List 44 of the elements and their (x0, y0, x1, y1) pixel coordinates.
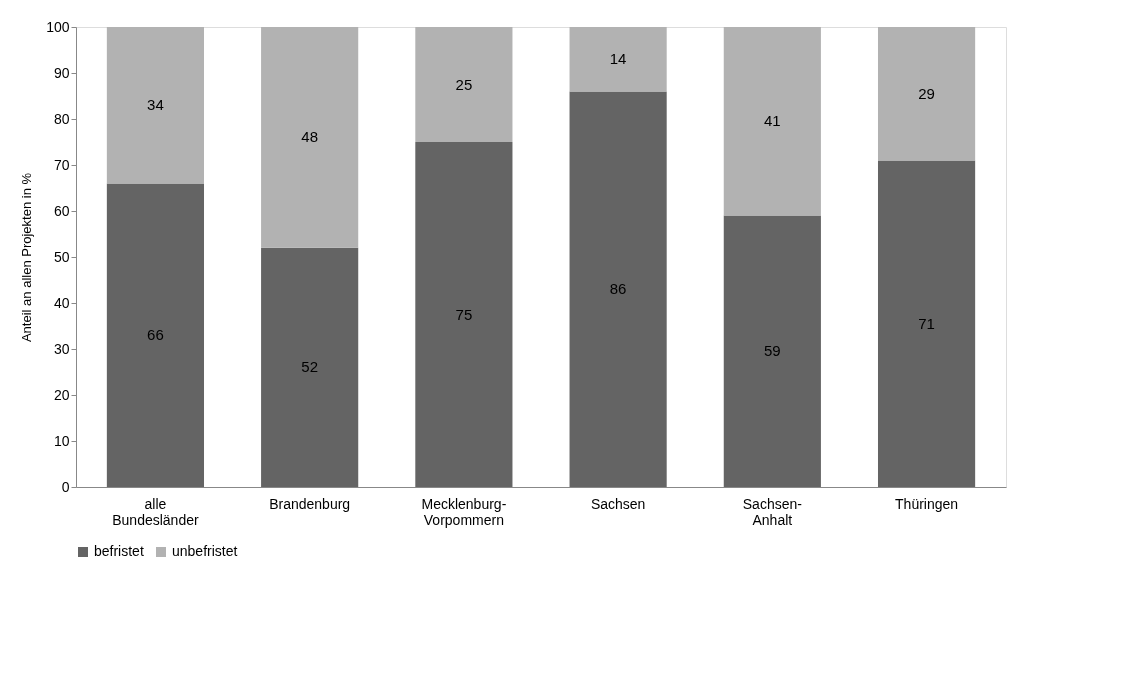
y-tick-label: 40 (53, 294, 70, 311)
data-label: 75 (455, 305, 473, 323)
y-tick-label: 30 (53, 340, 70, 357)
data-label: 25 (455, 75, 473, 93)
x-tick-label: Brandenburg (269, 495, 351, 512)
bar (415, 27, 513, 142)
bar (106, 183, 205, 487)
bar (415, 142, 513, 487)
x-tick-label: Sachsen-Anhalt (742, 495, 803, 528)
data-label: 71 (918, 314, 935, 332)
bar (877, 27, 976, 161)
x-tick-label: alle Bundesländer (112, 495, 199, 528)
bar (261, 247, 359, 487)
y-axis-title: Anteil an allen Projekten in % (19, 172, 35, 343)
data-label: 14 (609, 50, 627, 68)
x-tick-label: Thüringen (895, 495, 959, 512)
y-tick-label: 80 (53, 110, 70, 127)
bar (723, 215, 821, 487)
bar (877, 160, 976, 487)
data-label: 34 (147, 96, 164, 114)
y-tick-label: 0 (61, 478, 70, 495)
legend-label: unbefristet (172, 543, 238, 559)
x-tick-label: Sachsen (590, 495, 646, 512)
data-label: 59 (764, 342, 781, 360)
data-label: 86 (609, 280, 627, 298)
bar (723, 27, 821, 216)
bar (261, 27, 359, 248)
y-tick-label: 20 (53, 386, 70, 403)
data-label: 66 (147, 326, 164, 344)
bar (106, 27, 205, 184)
data-label: 48 (301, 128, 318, 146)
x-tick-label: Mecklenburg-Vorpommern (421, 495, 507, 528)
data-label: 52 (301, 358, 318, 376)
bar (569, 91, 667, 487)
y-tick-label: 50 (53, 248, 70, 265)
y-tick-label: 10 (53, 432, 70, 449)
y-tick-label: 60 (53, 202, 70, 219)
data-label: 41 (764, 112, 781, 130)
y-tick-label: 100 (46, 18, 70, 35)
bar (569, 27, 667, 92)
data-label: 29 (918, 84, 935, 102)
legend-label: befristet (94, 543, 144, 559)
y-tick-label: 70 (53, 156, 70, 173)
y-tick-label: 90 (53, 64, 70, 81)
